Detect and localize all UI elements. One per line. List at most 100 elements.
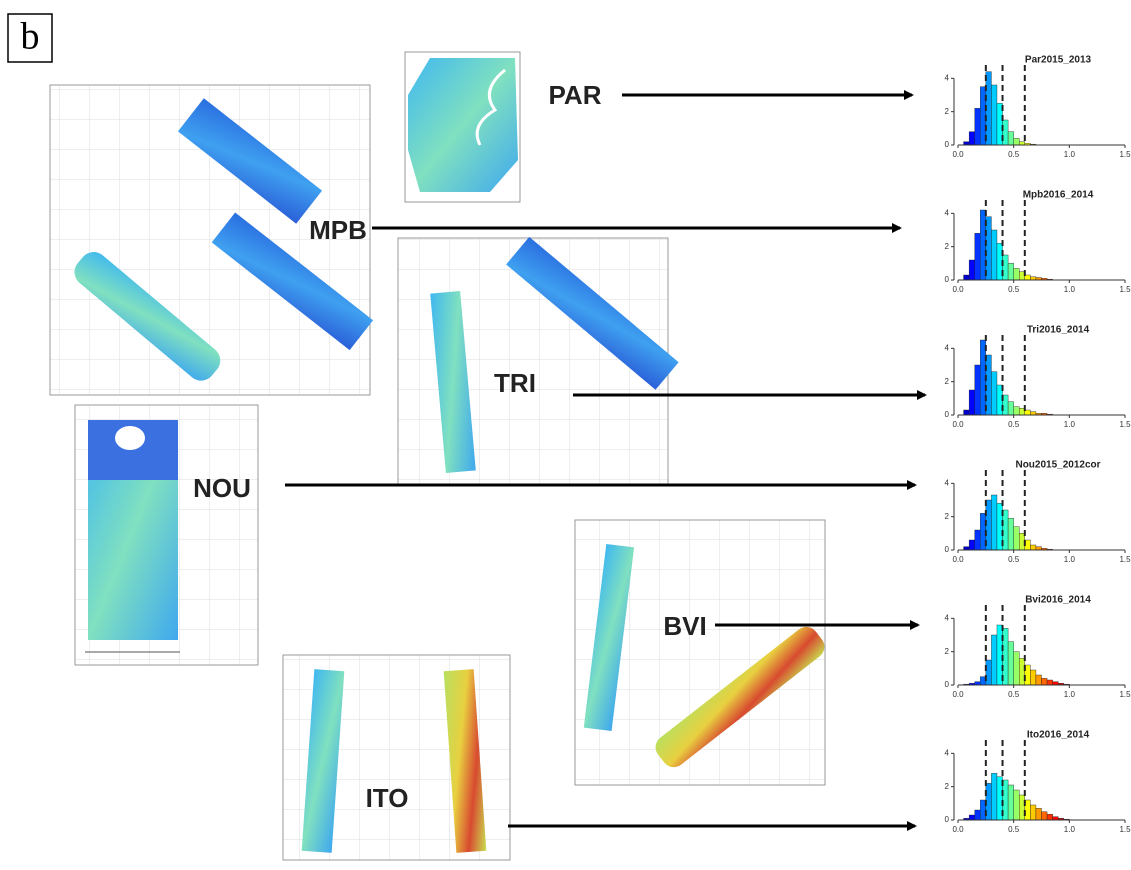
histogram-bar (991, 773, 998, 821)
x-tick-label: 1.5 (1119, 825, 1131, 834)
x-tick-label: 0.0 (952, 555, 964, 564)
histogram-bar (963, 409, 970, 416)
x-tick-label: 1.0 (1064, 555, 1076, 564)
histogram-bar (1041, 678, 1048, 686)
x-tick-label: 0.0 (952, 690, 964, 699)
histogram-bar (1046, 679, 1053, 686)
site-label: TRI (494, 368, 536, 398)
y-tick-label: 2 (945, 647, 950, 656)
map-bvi (574, 519, 826, 786)
histogram-bar (1041, 811, 1048, 821)
site-label: BVI (663, 611, 706, 641)
histogram-bar (1013, 406, 1020, 416)
x-tick-label: 0.0 (952, 150, 964, 159)
y-tick-label: 0 (945, 410, 950, 419)
y-tick-label: 0 (945, 275, 950, 284)
y-tick-label: 4 (945, 613, 950, 622)
x-tick-label: 1.0 (1064, 690, 1076, 699)
histogram-bar (1013, 651, 1020, 686)
histogram-bar (974, 809, 981, 821)
map-tri (397, 236, 679, 486)
site-label: ITO (366, 783, 409, 813)
y-tick-label: 4 (945, 73, 950, 82)
map-mpb (49, 84, 374, 396)
x-tick-label: 1.5 (1119, 555, 1131, 564)
map-par (404, 51, 521, 203)
histogram-bar (963, 274, 970, 281)
histogram-title: Par2015_2013 (1025, 55, 1092, 66)
x-tick-label: 0.0 (952, 285, 964, 294)
x-tick-label: 1.5 (1119, 420, 1131, 429)
histogram-title: Bvi2016_2014 (1025, 595, 1091, 606)
y-tick-label: 2 (945, 377, 950, 386)
histogram-bar (1030, 669, 1037, 686)
histogram-bar (1002, 254, 1009, 281)
x-tick-label: 1.0 (1064, 420, 1076, 429)
histogram-bar (1013, 526, 1020, 551)
histogram-bar (991, 634, 998, 686)
x-tick-label: 0.5 (1008, 690, 1020, 699)
y-tick-label: 2 (945, 242, 950, 251)
panel-box (7, 13, 53, 63)
histogram-bar (974, 364, 981, 416)
x-tick-label: 1.5 (1119, 285, 1131, 294)
histogram-bar (991, 229, 998, 281)
histogram-bar (1030, 544, 1037, 551)
y-tick-label: 4 (945, 208, 950, 217)
histogram-bar (985, 659, 992, 686)
y-tick-label: 4 (945, 478, 950, 487)
x-tick-label: 0.0 (952, 420, 964, 429)
histogram-bar (968, 131, 975, 146)
histogram-bar (1013, 138, 1020, 146)
site-label: NOU (193, 473, 251, 503)
histogram-bar (1002, 119, 1009, 146)
y-tick-label: 0 (945, 140, 950, 149)
histogram-title: Nou2015_2012cor (1015, 460, 1100, 471)
histogram-bar (968, 389, 975, 416)
site-label: PAR (549, 80, 602, 110)
y-tick-label: 2 (945, 782, 950, 791)
histogram-bar (1019, 794, 1026, 821)
histogram-bar (991, 494, 998, 551)
x-tick-label: 0.0 (952, 825, 964, 834)
histogram-bar (1007, 401, 1014, 416)
x-tick-label: 0.5 (1008, 285, 1020, 294)
x-tick-label: 1.0 (1064, 825, 1076, 834)
y-tick-label: 0 (945, 815, 950, 824)
histogram-bar (968, 814, 975, 821)
histogram-bar (968, 539, 975, 551)
map-ito (282, 654, 511, 861)
y-tick-label: 0 (945, 545, 950, 554)
map-nou (74, 404, 259, 666)
x-tick-label: 1.0 (1064, 150, 1076, 159)
x-tick-label: 0.5 (1008, 825, 1020, 834)
histogram-bar (974, 233, 981, 281)
y-tick-label: 2 (945, 107, 950, 116)
x-tick-label: 1.5 (1119, 150, 1131, 159)
histogram-bar (1035, 674, 1042, 686)
site-label: MPB (309, 215, 367, 245)
histogram-title: Ito2016_2014 (1027, 730, 1090, 741)
x-tick-label: 1.5 (1119, 690, 1131, 699)
y-tick-label: 2 (945, 512, 950, 521)
histogram-bar (991, 84, 998, 146)
histogram-bar (1013, 268, 1020, 281)
y-tick-label: 4 (945, 748, 950, 757)
histogram-bar (1007, 641, 1014, 686)
x-tick-label: 1.0 (1064, 285, 1076, 294)
histogram-bar (968, 259, 975, 281)
x-tick-label: 0.5 (1008, 150, 1020, 159)
histogram-bar (1013, 789, 1020, 821)
panel-label: b (21, 16, 40, 58)
histogram-bar (1035, 808, 1042, 821)
x-tick-label: 0.5 (1008, 420, 1020, 429)
histogram-title: Mpb2016_2014 (1023, 190, 1094, 201)
histogram-bar (1007, 784, 1014, 821)
y-tick-label: 0 (945, 680, 950, 689)
histogram-title: Tri2016_2014 (1027, 325, 1090, 336)
histogram-bar (1030, 804, 1037, 821)
histogram-bar (1046, 813, 1053, 821)
histogram-bar (1007, 131, 1014, 146)
histogram-bar (1007, 263, 1014, 281)
